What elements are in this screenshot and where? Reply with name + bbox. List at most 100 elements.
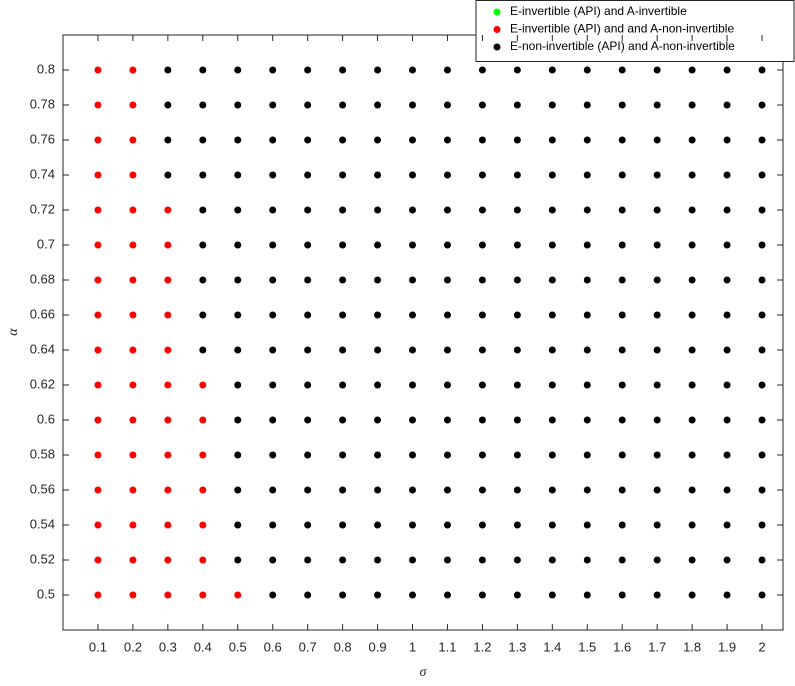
point <box>548 381 556 389</box>
y-tick-label: 0.74 <box>30 166 55 181</box>
point <box>409 486 417 494</box>
x-tick-label: 0.8 <box>334 639 352 654</box>
y-tick-label: 0.72 <box>30 201 55 216</box>
point <box>583 311 591 319</box>
point <box>443 381 451 389</box>
point <box>339 416 347 424</box>
point <box>478 206 486 214</box>
point <box>688 451 696 459</box>
point <box>758 346 766 354</box>
point <box>164 381 172 389</box>
point <box>618 521 626 529</box>
point <box>234 591 242 599</box>
point <box>513 556 521 564</box>
point <box>269 451 277 459</box>
point <box>758 136 766 144</box>
point <box>723 556 731 564</box>
point <box>164 101 172 109</box>
point <box>374 486 382 494</box>
point <box>443 486 451 494</box>
point <box>304 171 312 179</box>
point <box>339 136 347 144</box>
point <box>618 241 626 249</box>
point <box>443 556 451 564</box>
point <box>304 206 312 214</box>
point <box>304 276 312 284</box>
point <box>339 101 347 109</box>
y-axis-label: α <box>6 328 21 336</box>
point <box>234 241 242 249</box>
point <box>723 171 731 179</box>
x-tick-label: 1.6 <box>613 639 631 654</box>
point <box>478 136 486 144</box>
point <box>269 276 277 284</box>
point <box>513 136 521 144</box>
point <box>443 66 451 74</box>
point <box>758 521 766 529</box>
point <box>94 276 102 284</box>
point <box>478 556 486 564</box>
y-tick-label: 0.5 <box>37 586 55 601</box>
point <box>513 416 521 424</box>
point <box>234 556 242 564</box>
point <box>513 486 521 494</box>
point <box>339 206 347 214</box>
point <box>583 416 591 424</box>
point <box>199 346 207 354</box>
point <box>129 521 137 529</box>
point <box>583 381 591 389</box>
y-tick-label: 0.8 <box>37 61 55 76</box>
y-tick-label: 0.78 <box>30 96 55 111</box>
point <box>269 521 277 529</box>
legend-label: E-invertible (API) and A-invertible <box>510 4 687 18</box>
point <box>304 136 312 144</box>
y-tick-label: 0.64 <box>30 341 55 356</box>
point <box>94 206 102 214</box>
point <box>234 101 242 109</box>
x-tick-label: 1 <box>409 639 416 654</box>
x-tick-label: 0.9 <box>369 639 387 654</box>
point <box>723 66 731 74</box>
point <box>409 346 417 354</box>
point <box>304 556 312 564</box>
y-tick-label: 0.68 <box>30 271 55 286</box>
point <box>374 346 382 354</box>
point <box>758 486 766 494</box>
point <box>199 206 207 214</box>
point <box>199 591 207 599</box>
point <box>513 101 521 109</box>
x-tick-label: 1.2 <box>473 639 491 654</box>
x-tick-label: 0.6 <box>264 639 282 654</box>
point <box>513 591 521 599</box>
point <box>443 276 451 284</box>
point <box>234 206 242 214</box>
point <box>618 346 626 354</box>
point <box>548 556 556 564</box>
x-tick-label: 1.5 <box>578 639 596 654</box>
point <box>443 521 451 529</box>
point <box>234 416 242 424</box>
point <box>269 171 277 179</box>
point <box>199 486 207 494</box>
point <box>409 136 417 144</box>
point <box>723 451 731 459</box>
point <box>618 416 626 424</box>
point <box>374 451 382 459</box>
point <box>129 591 137 599</box>
point <box>339 346 347 354</box>
point <box>304 591 312 599</box>
point <box>583 521 591 529</box>
point <box>548 276 556 284</box>
point <box>374 136 382 144</box>
point <box>374 381 382 389</box>
point <box>234 66 242 74</box>
point <box>304 381 312 389</box>
point <box>618 381 626 389</box>
point <box>688 521 696 529</box>
point <box>653 346 661 354</box>
point <box>443 206 451 214</box>
point <box>513 381 521 389</box>
point <box>653 591 661 599</box>
y-tick-label: 0.52 <box>30 551 55 566</box>
point <box>443 416 451 424</box>
